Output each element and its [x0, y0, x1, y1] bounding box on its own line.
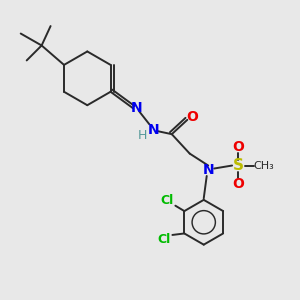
Text: N: N [131, 101, 143, 115]
Text: Cl: Cl [158, 233, 171, 246]
Text: N: N [148, 123, 159, 137]
Text: N: N [202, 163, 214, 177]
Text: O: O [186, 110, 198, 124]
Text: H: H [138, 129, 148, 142]
Text: O: O [232, 177, 244, 191]
Text: Cl: Cl [161, 194, 174, 207]
Text: O: O [232, 140, 244, 154]
Text: CH₃: CH₃ [254, 160, 274, 170]
Text: S: S [232, 158, 244, 173]
